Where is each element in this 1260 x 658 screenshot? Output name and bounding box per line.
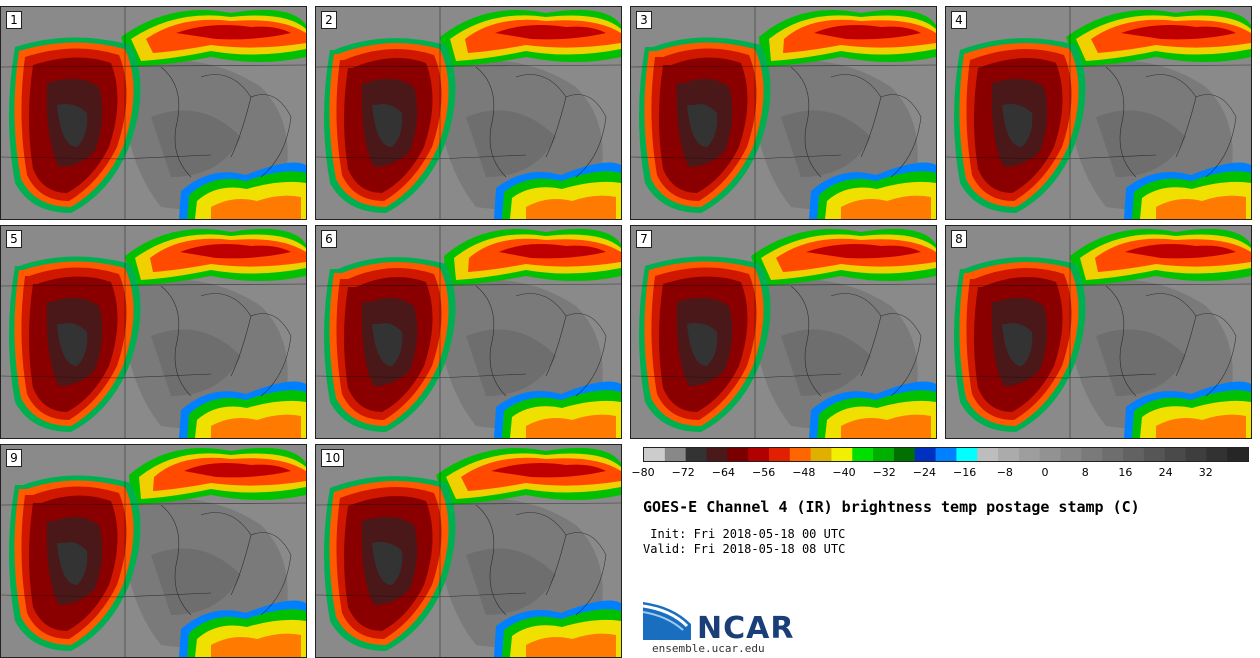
- colorbar-swatch: [664, 448, 687, 461]
- colorbar-tick-label: −8: [996, 466, 1013, 479]
- init-time: Init: Fri 2018-05-18 00 UTC: [643, 527, 846, 541]
- colorbar-swatch: [873, 448, 895, 461]
- colorbar-swatch: [1060, 448, 1082, 461]
- colorbar-swatch: [1206, 448, 1228, 461]
- satellite-ir-map: [631, 226, 936, 438]
- colorbar-tick-label: −64: [711, 466, 735, 479]
- colorbar-tick-label: −80: [631, 466, 655, 479]
- postage-stamp-panel: 6: [315, 225, 622, 439]
- colorbar-swatch: [1185, 448, 1207, 461]
- postage-stamp-panel: 8: [945, 225, 1252, 439]
- figure-title: GOES-E Channel 4 (IR) brightness temp po…: [643, 498, 1140, 516]
- colorbar-tick-label: −56: [751, 466, 776, 479]
- panel-number: 4: [951, 11, 967, 29]
- colorbar-swatch: [685, 448, 707, 461]
- colorbar-swatch: [1123, 448, 1145, 461]
- colorbar: [643, 447, 1249, 462]
- ncar-logo-text: NCAR: [697, 611, 795, 646]
- satellite-ir-map: [946, 226, 1251, 438]
- colorbar-swatch: [1227, 448, 1249, 461]
- colorbar-swatch: [1039, 448, 1062, 461]
- postage-stamp-panel: 5: [0, 225, 307, 439]
- satellite-ir-map: [316, 445, 621, 657]
- panel-number: 8: [951, 230, 967, 248]
- colorbar-swatch: [956, 448, 978, 461]
- satellite-ir-map: [1, 445, 306, 657]
- satellite-ir-map: [1, 226, 306, 438]
- colorbar-swatch: [1143, 448, 1166, 461]
- postage-stamp-panel: 3: [630, 6, 937, 220]
- postage-stamp-panel: 9: [0, 444, 307, 658]
- colorbar-swatch: [644, 448, 666, 461]
- colorbar-tick-label: 24: [1158, 466, 1173, 479]
- satellite-ir-map: [316, 226, 621, 438]
- website-url: ensemble.ucar.edu: [652, 642, 765, 655]
- panel-number: 6: [321, 230, 337, 248]
- colorbar-swatch: [1164, 448, 1187, 461]
- colorbar-tick-label: 32: [1198, 466, 1213, 479]
- colorbar-swatch: [998, 448, 1020, 461]
- colorbar-swatch: [1102, 448, 1124, 461]
- colorbar-swatch: [935, 448, 957, 461]
- colorbar-tick-label: −32: [872, 466, 896, 479]
- postage-stamp-panel: 1: [0, 6, 307, 220]
- colorbar-tick-label: −72: [671, 466, 695, 479]
- panel-number: 5: [6, 230, 22, 248]
- panel-number: 9: [6, 449, 22, 467]
- panel-number: 10: [321, 449, 345, 467]
- panel-number: 7: [636, 230, 652, 248]
- postage-stamp-panel: 7: [630, 225, 937, 439]
- panel-number: 2: [321, 11, 337, 29]
- panel-number: 1: [6, 11, 22, 29]
- colorbar-tick-label: −24: [912, 466, 936, 479]
- panel-number: 3: [636, 11, 652, 29]
- colorbar-tick-label: 0: [1041, 466, 1049, 479]
- colorbar-swatch: [768, 448, 791, 461]
- ncar-logo-icon: [643, 602, 691, 640]
- colorbar-swatch: [852, 448, 874, 461]
- colorbar-swatch: [914, 448, 937, 461]
- colorbar-tick-label: −48: [792, 466, 816, 479]
- colorbar-swatch: [1018, 448, 1041, 461]
- valid-time: Valid: Fri 2018-05-18 08 UTC: [643, 542, 846, 556]
- colorbar-tick-label: −16: [952, 466, 977, 479]
- colorbar-swatch: [831, 448, 853, 461]
- postage-stamp-panel: 2: [315, 6, 622, 220]
- colorbar-swatch: [748, 448, 770, 461]
- colorbar-swatch: [810, 448, 832, 461]
- colorbar-tick-label: 8: [1081, 466, 1089, 479]
- colorbar-tick-label: −40: [832, 466, 856, 479]
- colorbar-swatch: [727, 448, 749, 461]
- colorbar-swatch: [789, 448, 812, 461]
- satellite-ir-map: [316, 7, 621, 219]
- satellite-ir-map: [946, 7, 1251, 219]
- satellite-ir-map: [1, 7, 306, 219]
- colorbar-swatch: [893, 448, 916, 461]
- colorbar-swatch: [977, 448, 999, 461]
- colorbar-tick-label: 16: [1118, 466, 1133, 479]
- postage-stamp-panel: 10: [315, 444, 622, 658]
- colorbar-swatch: [706, 448, 728, 461]
- satellite-ir-map: [631, 7, 936, 219]
- colorbar-swatch: [1081, 448, 1103, 461]
- postage-stamp-panel: 4: [945, 6, 1252, 220]
